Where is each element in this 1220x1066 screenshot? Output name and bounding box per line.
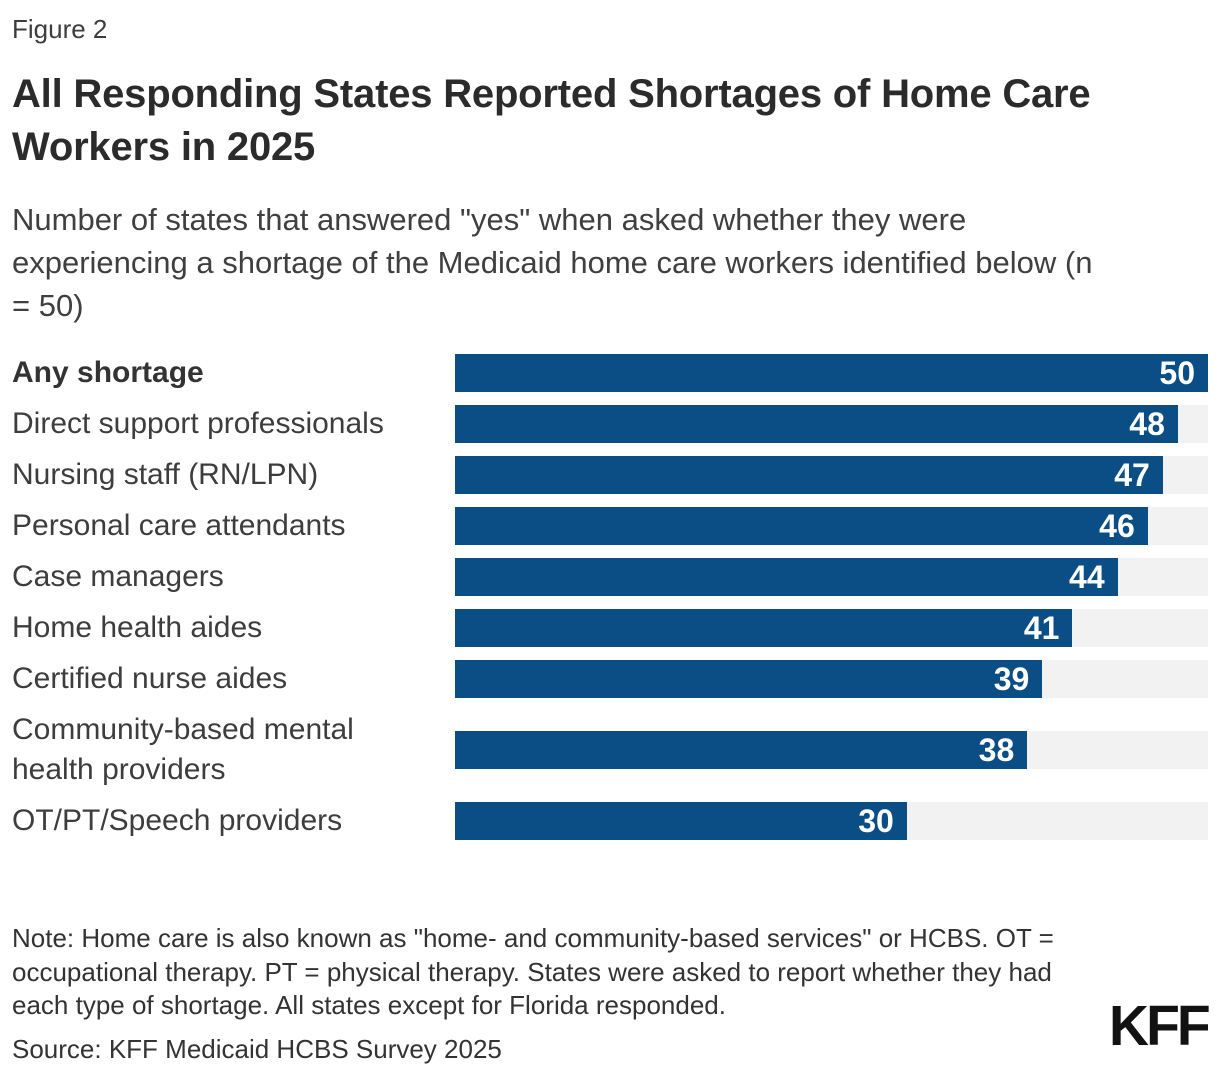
chart-row: Direct support professionals 48: [12, 398, 1208, 449]
bar: 46: [455, 506, 1148, 545]
chart-row: Community-based mental health providers 3…: [12, 704, 1208, 795]
chart-row: OT/PT/Speech providers 30: [12, 795, 1208, 846]
chart-row: Any shortage 50: [12, 347, 1208, 398]
bar-value-label: 44: [1069, 558, 1105, 595]
bar: 48: [455, 404, 1178, 443]
bar-category-label: Any shortage: [12, 355, 204, 389]
bar-category-label: Certified nurse aides: [12, 661, 288, 695]
bar-category-label: Home health aides: [12, 610, 263, 644]
bar-category-label: Personal care attendants: [12, 508, 346, 542]
bar-category-label: Nursing staff (RN/LPN): [12, 457, 319, 491]
bar-track: 46: [455, 506, 1208, 545]
bar-category-label: Direct support professionals: [12, 406, 384, 440]
bar-track: 30: [455, 801, 1208, 840]
bar: 47: [455, 455, 1163, 494]
chart-row: Personal care attendants 46: [12, 500, 1208, 551]
figure-label: Figure 2: [12, 14, 108, 44]
bar-value-label: 47: [1114, 456, 1150, 493]
bar-category-label: Case managers: [12, 559, 224, 593]
bar-track: 44: [455, 557, 1208, 596]
chart-source: Source: KFF Medicaid HCBS Survey 2025: [12, 1033, 502, 1064]
bar-value-label: 39: [993, 660, 1030, 697]
chart-row: Home health aides 41: [12, 602, 1208, 653]
bar-category-label: OT/PT/Speech providers: [12, 803, 343, 837]
bar-value-label: 50: [1159, 354, 1195, 391]
bar: 50: [455, 353, 1208, 392]
bar: 38: [455, 730, 1028, 769]
bar-value-label: 48: [1129, 405, 1165, 442]
kff-logo: KFF: [1109, 994, 1211, 1058]
bar-category-label: Community-based mental health providers: [12, 712, 354, 786]
bar-value-label: 30: [858, 802, 894, 839]
bar-track: 47: [455, 455, 1208, 494]
chart-row: Nursing staff (RN/LPN) 47: [12, 449, 1208, 500]
bar: 41: [455, 608, 1073, 647]
bar: 30: [455, 801, 907, 840]
bar-track: 41: [455, 608, 1208, 647]
bar-value-label: 46: [1099, 507, 1135, 544]
bar: 44: [455, 557, 1118, 596]
bar-value-label: 41: [1023, 609, 1060, 646]
bar-value-label: 38: [978, 731, 1015, 768]
horizontal-bar-chart: Any shortage 50 Direct support professiona…: [12, 347, 1208, 846]
bar: 39: [455, 659, 1043, 698]
chart-title: All Responding States Reported Shortages…: [12, 72, 1091, 169]
chart-note: Note: Home care is also known as "home- …: [12, 923, 1054, 1020]
bar-track: 38: [455, 730, 1208, 769]
chart-row: Certified nurse aides 39: [12, 653, 1208, 704]
chart-row: Case managers 44: [12, 551, 1208, 602]
bar-track: 48: [455, 404, 1208, 443]
chart-subtitle: Number of states that answered "yes" whe…: [12, 202, 1093, 323]
bar-track: 50: [455, 353, 1208, 392]
bar-track: 39: [455, 659, 1208, 698]
